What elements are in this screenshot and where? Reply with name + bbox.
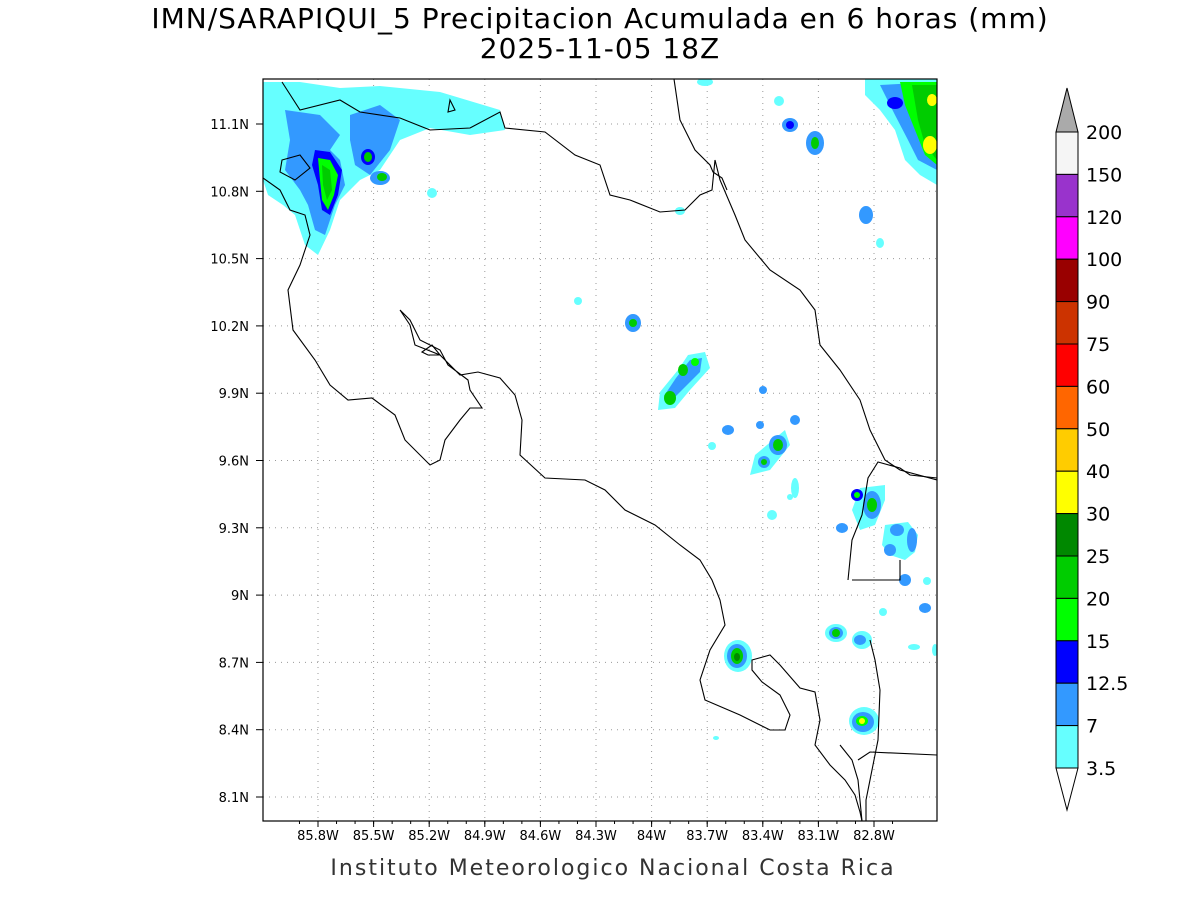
lat-tick-label: 9.3N bbox=[219, 522, 249, 537]
lat-tick-label: 8.7N bbox=[219, 656, 249, 671]
lat-tick-label: 10.8N bbox=[210, 185, 249, 200]
lat-tick-label: 10.5N bbox=[210, 253, 249, 268]
colorbar-swatch bbox=[1055, 428, 1079, 472]
colorbar-label: 90 bbox=[1086, 292, 1110, 314]
lat-tick-label: 9.9N bbox=[219, 387, 249, 402]
lon-tick-label: 85.2W bbox=[408, 829, 450, 844]
lat-tick-label: 11.1N bbox=[210, 118, 249, 133]
lat-tick-label: 8.4N bbox=[219, 724, 249, 739]
colorbar-swatch bbox=[1055, 640, 1079, 684]
colorbar-label: 20 bbox=[1086, 588, 1110, 610]
lon-tick-label: 83.7W bbox=[686, 829, 728, 844]
lon-tick-label: 84W bbox=[637, 829, 667, 844]
colorbar-label: 15 bbox=[1086, 631, 1110, 653]
colorbar-label: 12.5 bbox=[1086, 673, 1128, 695]
colorbar-swatch bbox=[1055, 682, 1079, 727]
lon-tick-label: 82.8W bbox=[853, 829, 895, 844]
colorbar-swatch bbox=[1055, 470, 1079, 515]
colorbar-label: 30 bbox=[1086, 504, 1110, 526]
colorbar-swatch bbox=[1055, 597, 1079, 642]
map-frame bbox=[262, 78, 938, 822]
lon-tick-label: 85.5W bbox=[353, 829, 395, 844]
lon-tick-label: 84.9W bbox=[464, 829, 506, 844]
colorbar-arrow-top bbox=[1055, 87, 1079, 133]
lon-tick-label: 83.4W bbox=[742, 829, 784, 844]
footer-credit: Instituto Meteorologico Nacional Costa R… bbox=[330, 856, 896, 881]
colorbar-swatch bbox=[1055, 216, 1079, 260]
colorbar-label: 120 bbox=[1086, 207, 1122, 229]
map-subtitle-date: 2025-11-05 18Z bbox=[479, 32, 721, 65]
map-grid bbox=[263, 79, 937, 821]
colorbar-label: 3.5 bbox=[1086, 758, 1116, 780]
colorbar-swatch bbox=[1055, 301, 1079, 345]
colorbar-label: 7 bbox=[1086, 716, 1098, 738]
lon-tick-label: 84.6W bbox=[519, 829, 561, 844]
colorbar-swatch bbox=[1055, 131, 1079, 175]
lon-tick-label: 85.8W bbox=[297, 829, 339, 844]
lat-tick-label: 9.6N bbox=[219, 455, 249, 470]
colorbar-swatch bbox=[1055, 385, 1079, 430]
lat-tick-label: 9N bbox=[231, 589, 249, 604]
colorbar-label: 25 bbox=[1086, 546, 1110, 568]
lon-tick-label: 84.3W bbox=[575, 829, 617, 844]
lat-tick-label: 10.2N bbox=[210, 320, 249, 335]
lat-tick-label: 8.1N bbox=[219, 791, 249, 806]
colorbar-swatch bbox=[1055, 725, 1079, 769]
colorbar-label: 50 bbox=[1086, 419, 1110, 441]
colorbar-swatch bbox=[1055, 173, 1079, 218]
colorbar-label: 200 bbox=[1086, 122, 1122, 144]
precipitation-field bbox=[263, 79, 937, 740]
colorbar-label: 150 bbox=[1086, 164, 1122, 186]
colorbar-label: 40 bbox=[1086, 461, 1110, 483]
colorbar-label: 100 bbox=[1086, 249, 1122, 271]
map-title: IMN/SARAPIQUI_5 Precipitacion Acumulada … bbox=[151, 2, 1049, 35]
colorbar-arrow-bottom bbox=[1055, 767, 1079, 812]
coastline bbox=[263, 79, 937, 821]
color-legend: 200 150 120 100 90 75 60 50 40 30 25 20 15 12.5 7 3.5 bbox=[1055, 87, 1128, 812]
lon-tick-label: 83.1W bbox=[797, 829, 839, 844]
colorbar-label: 60 bbox=[1086, 376, 1110, 398]
colorbar-swatch bbox=[1055, 555, 1079, 599]
colorbar-label: 75 bbox=[1086, 334, 1110, 356]
colorbar-swatch bbox=[1055, 513, 1079, 557]
colorbar-swatch bbox=[1055, 343, 1079, 387]
colorbar-swatch bbox=[1055, 258, 1079, 303]
map-axes: 85.8W 85.5W 85.2W 84.9W 84.6W 84.3W 84W 83.7W 83… bbox=[210, 118, 895, 844]
